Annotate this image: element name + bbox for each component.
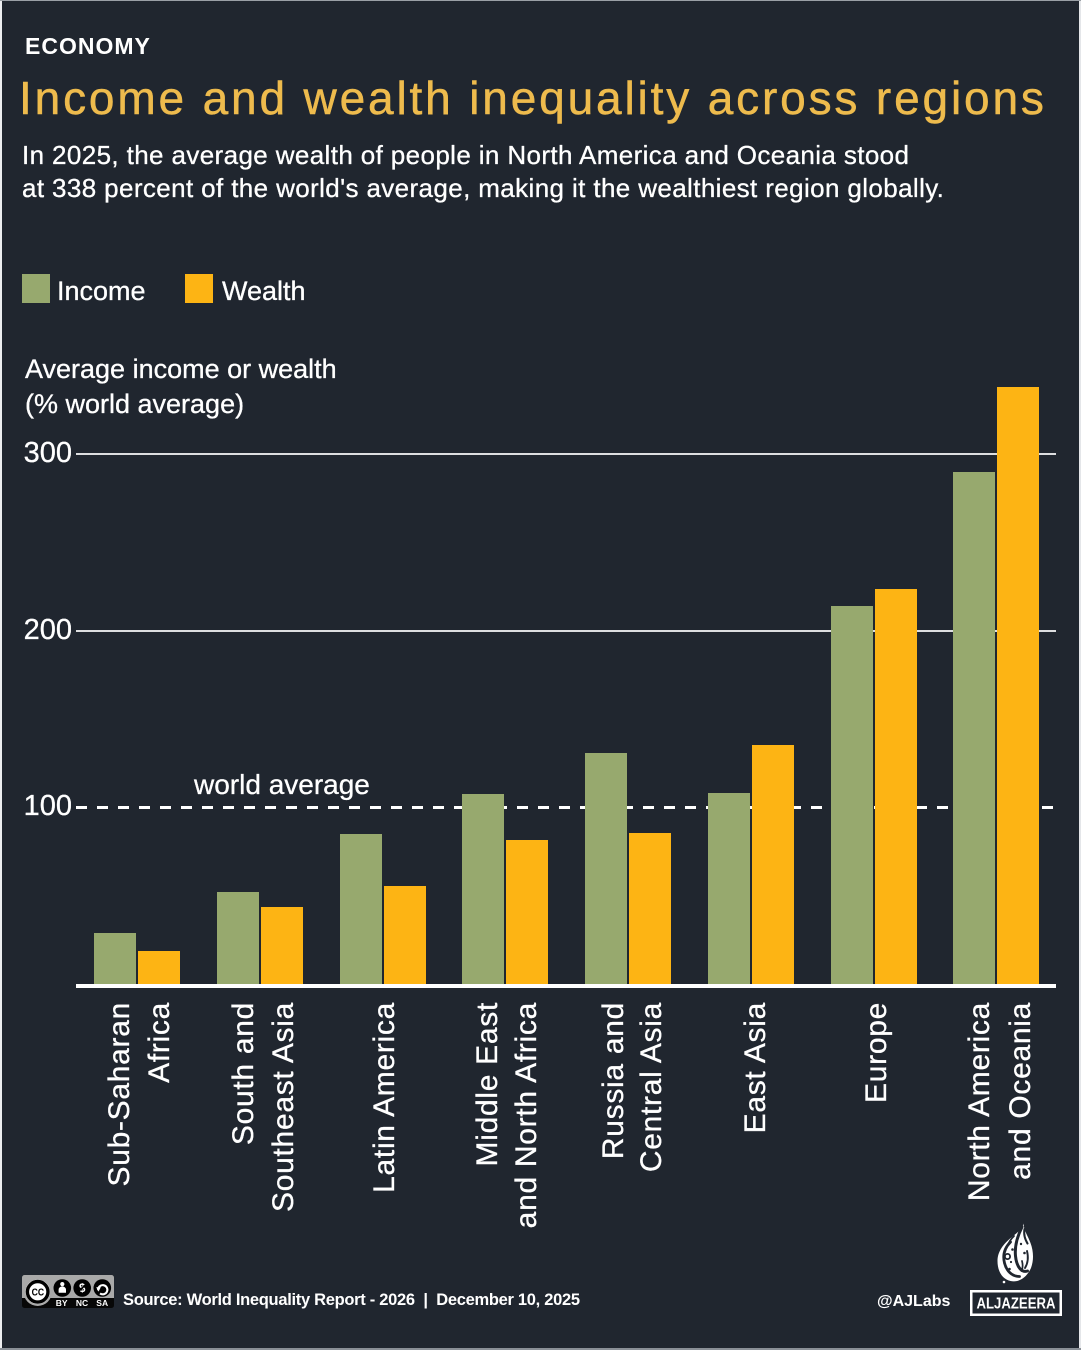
svg-text:CC: CC (32, 1287, 45, 1299)
svg-text:$: $ (79, 1283, 86, 1295)
svg-text:SA: SA (96, 1298, 108, 1308)
svg-text:ALJAZEERA: ALJAZEERA (977, 1296, 1056, 1313)
svg-text:BY: BY (56, 1298, 68, 1308)
svg-text:NC: NC (76, 1298, 88, 1308)
